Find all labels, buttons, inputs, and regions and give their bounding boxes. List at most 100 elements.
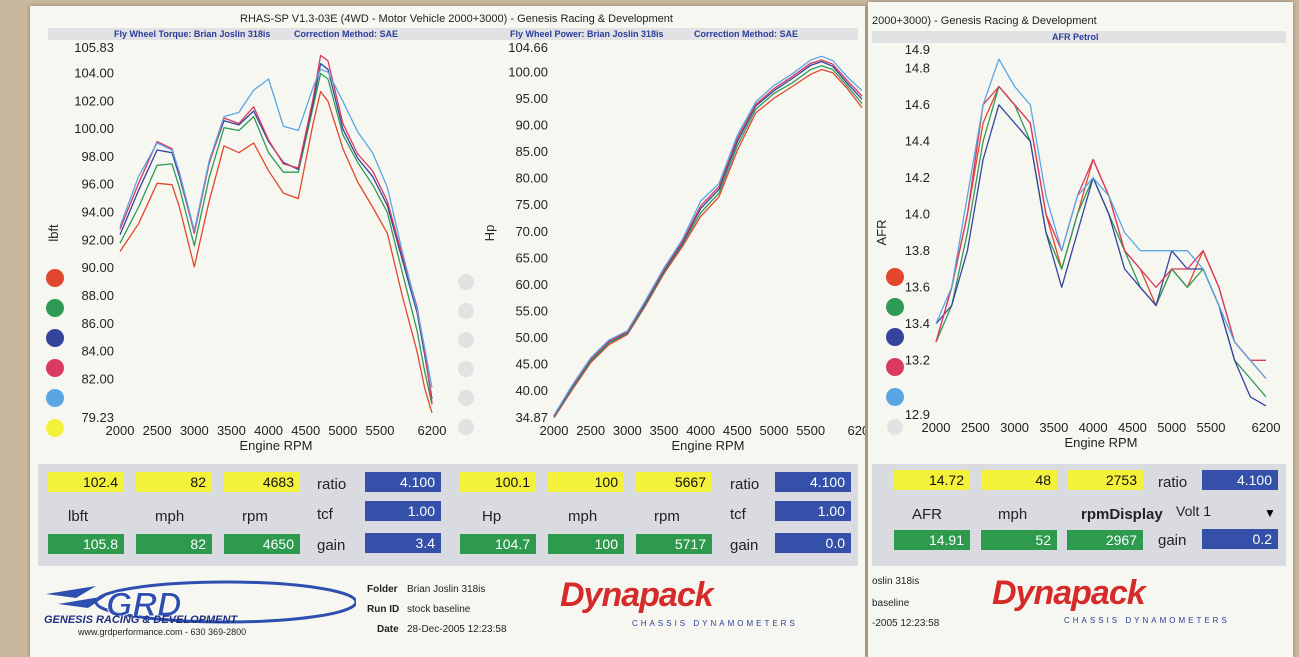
afr-ratio-value: 4.100: [1202, 470, 1278, 490]
power-tcf-value: 1.00: [775, 501, 851, 521]
torque-readout-mph: 82: [136, 472, 212, 492]
subtitle-band: [48, 28, 858, 40]
run-color-swatch[interactable]: [46, 329, 64, 347]
series-line-2: [935, 85, 1267, 398]
series-line-3: [553, 60, 863, 417]
runid-label: Run ID: [367, 604, 400, 615]
x-tick-label: 6200: [418, 423, 447, 438]
x-tick-label: 2500: [576, 423, 605, 438]
power-mph-label: mph: [568, 508, 598, 525]
grd-logo: GRD: [36, 574, 358, 634]
x-axis-label: Engine RPM: [240, 438, 313, 453]
y-tick-label: 34.87: [515, 410, 548, 425]
series-line-4: [553, 59, 863, 417]
y-tick-label: 14.0: [905, 206, 930, 221]
run-color-swatch[interactable]: [46, 359, 64, 377]
series-line-2: [553, 65, 863, 418]
runid-value-partial: baseline: [872, 598, 910, 609]
y-tick-label: 95.00: [515, 91, 548, 106]
power-readout-rpm: 5667: [636, 472, 712, 492]
run-color-swatch[interactable]: [886, 358, 904, 376]
torque-gain-label: gain: [317, 537, 346, 554]
x-tick-label: 4500: [1118, 420, 1147, 435]
power-gain-value: 0.0: [775, 533, 851, 553]
x-tick-label: 6200: [1252, 420, 1281, 435]
afr-readout-mph: 48: [981, 470, 1057, 490]
y-tick-label: 13.4: [905, 316, 930, 331]
display-select[interactable]: Volt 1: [1176, 503, 1212, 519]
x-tick-label: 5000: [1157, 420, 1186, 435]
y-tick-label: 104.66: [508, 40, 548, 55]
x-tick-label: 2000: [922, 420, 951, 435]
run-toggle-pill[interactable]: [458, 419, 474, 435]
x-tick-label: 2500: [143, 423, 172, 438]
run-color-swatch[interactable]: [886, 268, 904, 286]
y-tick-label: 13.6: [905, 279, 930, 294]
series-line-4: [935, 85, 1266, 361]
series-line-1: [553, 68, 863, 419]
y-tick-label: 14.8: [905, 60, 930, 75]
run-color-swatch[interactable]: [46, 269, 64, 287]
x-tick-label: 4000: [254, 423, 283, 438]
series-line-5: [119, 68, 433, 388]
run-color-swatch[interactable]: [46, 389, 64, 407]
afr-mph-label: mph: [998, 506, 1028, 523]
torque-max-rpm: 4650: [224, 534, 300, 554]
afr-subtitle: AFR Petrol: [1052, 32, 1099, 42]
run-color-swatch[interactable]: [886, 298, 904, 316]
y-tick-label: 96.00: [81, 177, 114, 192]
y-tick-label: 102.00: [74, 93, 114, 108]
run-color-swatch[interactable]: [886, 328, 904, 346]
run-color-swatch[interactable]: [46, 299, 64, 317]
power-ratio-value: 4.100: [775, 472, 851, 492]
run-color-swatch[interactable]: [886, 388, 904, 406]
y-tick-label: 50.00: [515, 330, 548, 345]
y-tick-label: 80.00: [515, 171, 548, 186]
y-tick-label: 86.00: [81, 316, 114, 331]
y-tick-label: 79.23: [81, 410, 114, 425]
grd-company-name: GENESIS RACING & DEVELOPMENT: [44, 614, 238, 626]
afr-chart: 14.9 14.8 14.6 14.4 14.2 14.0 13.8 13.6 13.4 13.2…: [874, 42, 1281, 450]
power-max-value: 104.7: [460, 534, 536, 554]
run-toggle-pill[interactable]: [458, 390, 474, 406]
torque-unit-label: lbft: [68, 508, 89, 525]
x-tick-label: 3000: [1000, 420, 1029, 435]
torque-tcf-value: 1.00: [365, 501, 441, 521]
afr-readout-rpm: 2753: [1067, 470, 1143, 490]
run-toggle-pill[interactable]: [458, 303, 474, 319]
run-toggle-pill[interactable]: [458, 361, 474, 377]
torque-ratio-value: 4.100: [365, 472, 441, 492]
x-tick-label: 2000: [540, 423, 569, 438]
afr-subtitle-band: [872, 31, 1286, 43]
torque-max-mph: 82: [136, 534, 212, 554]
run-color-swatch[interactable]: [46, 419, 64, 437]
torque-gain-value: 3.4: [365, 533, 441, 553]
torque-readout-rpm: 4683: [224, 472, 300, 492]
x-tick-label: 4500: [291, 423, 320, 438]
run-toggle-pill[interactable]: [458, 332, 474, 348]
y-tick-label: 60.00: [515, 277, 548, 292]
y-tick-label: 13.2: [905, 352, 930, 367]
torque-rpm-label: rpm: [242, 508, 268, 525]
run-toggle-pill[interactable]: [887, 419, 903, 435]
folder-value-partial: oslin 318is: [872, 576, 920, 587]
y-tick-label: 14.6: [905, 97, 930, 112]
y-tick-label: 98.00: [81, 149, 114, 164]
run-toggle-pill[interactable]: [458, 274, 474, 290]
folder-label: Folder: [367, 584, 398, 595]
power-subtitle: Fly Wheel Power: Brian Joslin 318is: [510, 29, 664, 39]
printout-title-partial: 2000+3000) - Genesis Racing & Developmen…: [872, 15, 1097, 27]
torque-chart: 105.83 104.00 102.00 100.00 98.00 96.00 94.00 9…: [46, 40, 447, 453]
y-tick-label: 55.00: [515, 303, 548, 318]
grd-website: www.grdperformance.com - 630 369-2800: [78, 627, 247, 637]
x-tick-label: 4000: [1079, 420, 1108, 435]
power-rpm-label: rpm: [654, 508, 680, 525]
x-tick-label: 3500: [1039, 420, 1068, 435]
dynapack-tagline-right: CHASSIS DYNAMOMETERS: [1064, 616, 1230, 625]
series-line-1: [119, 90, 433, 414]
grd-logo-text: GRD: [106, 586, 182, 624]
y-tick-label: 92.00: [81, 232, 114, 247]
chevron-down-icon[interactable]: ▼: [1264, 506, 1276, 520]
x-axis-label: Engine RPM: [1065, 435, 1138, 450]
x-tick-label: 5500: [796, 423, 825, 438]
